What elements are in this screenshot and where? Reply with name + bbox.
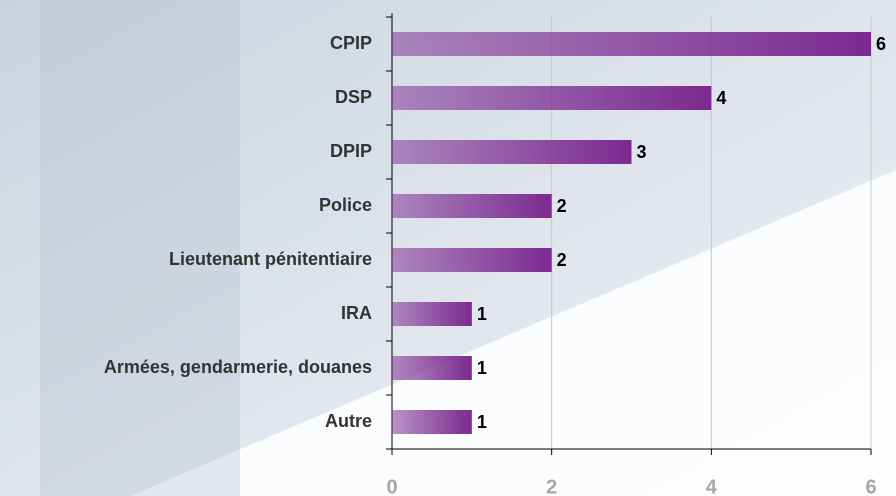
value-label: 1 [477,304,487,324]
bar [392,194,552,218]
value-label: 1 [477,358,487,378]
y-tick-label: Armées, gendarmerie, douanes [104,357,372,377]
value-label: 2 [557,196,567,216]
y-tick-label: IRA [341,303,372,323]
value-label: 2 [557,250,567,270]
bar [392,140,632,164]
y-tick-label: DPIP [330,141,372,161]
bar [392,410,472,434]
y-tick-label: Autre [325,411,372,431]
chart: 0 2 4 6 CPIP 6 DSP 4 DPIP 3 Police 2 Lieutenant péni… [0,0,896,496]
bar [392,32,871,56]
bar [392,248,552,272]
bar [392,302,472,326]
y-tick-label: Lieutenant pénitentiaire [169,249,372,269]
y-tick-label: Police [319,195,372,215]
x-tick-label: 6 [865,476,876,496]
value-label: 4 [716,88,726,108]
y-tick-label: CPIP [330,33,372,53]
x-tick-label: 0 [386,476,397,496]
y-tick-label: DSP [335,87,372,107]
bar [392,356,472,380]
bar [392,86,711,110]
x-tick-label: 4 [706,476,718,496]
value-label: 1 [477,412,487,432]
x-tick-label: 2 [546,476,557,496]
value-label: 6 [876,34,886,54]
value-label: 3 [637,142,647,162]
